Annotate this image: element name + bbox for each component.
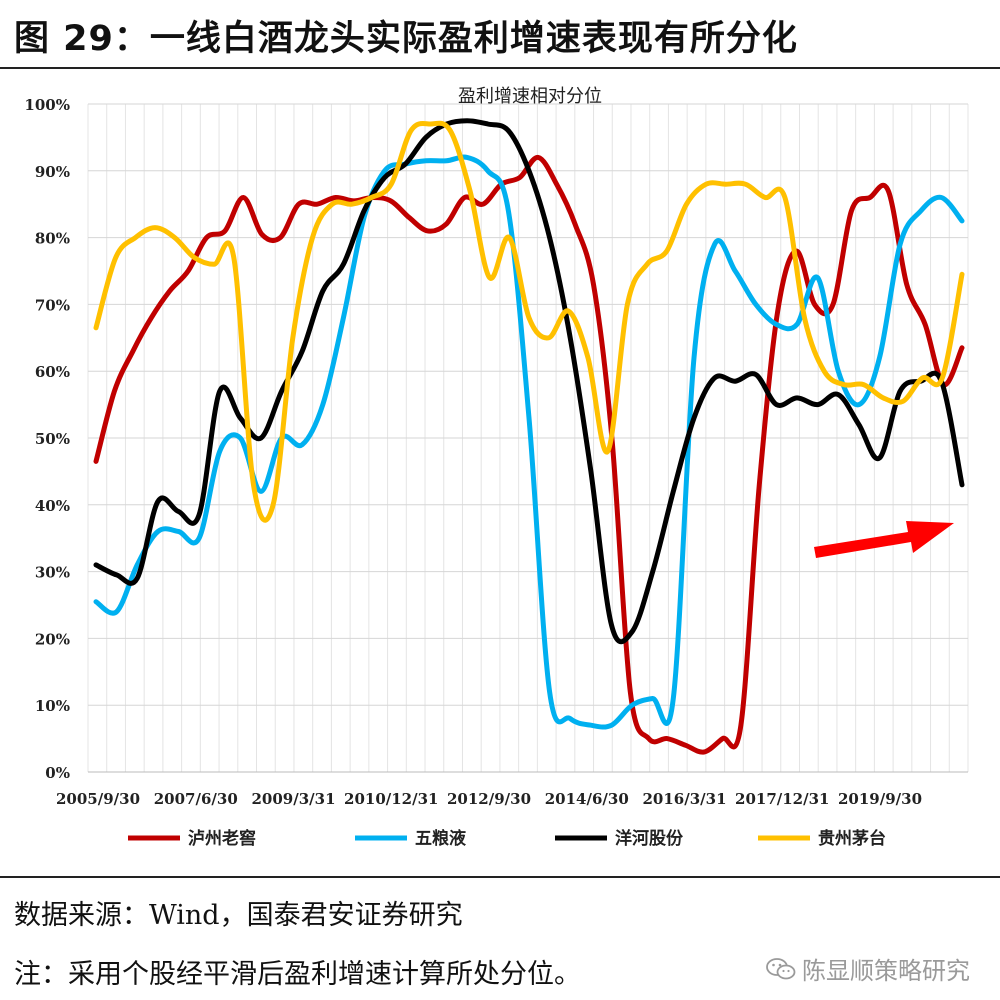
legend-label: 五粮液	[415, 828, 466, 849]
y-tick-label: 10%	[35, 697, 70, 715]
footer-rule	[0, 876, 1000, 878]
y-tick-label: 20%	[35, 630, 70, 648]
source-note: 数据来源：Wind，国泰君安证券研究	[14, 900, 463, 931]
y-tick-label: 100%	[24, 96, 70, 114]
x-tick-label: 2017/12/31	[735, 790, 829, 808]
figure-title: 图 29：一线白酒龙头实际盈利增速表现有所分化	[14, 19, 798, 59]
legend-label: 洋河股份	[615, 828, 684, 849]
x-tick-label: 2014/6/30	[545, 790, 629, 808]
y-tick-label: 70%	[35, 296, 70, 314]
chart-title: 盈利增速相对分位	[458, 86, 602, 107]
x-tick-label: 2009/3/31	[251, 790, 335, 808]
x-tick-label: 2010/12/31	[344, 790, 438, 808]
legend-label: 贵州茅台	[818, 828, 886, 849]
x-tick-label: 2005/9/30	[56, 790, 140, 808]
y-tick-label: 30%	[35, 564, 70, 582]
y-tick-label: 50%	[35, 430, 70, 448]
y-tick-label: 90%	[35, 163, 70, 181]
watermark: 陈显顺策略研究	[766, 951, 970, 986]
y-tick-label: 80%	[35, 230, 70, 248]
earnings-growth-percentile-chart: 0% 10% 20% 30% 40% 50% 60% 70% 80% 90% 100% 2005/9…	[0, 75, 1000, 875]
series-line-3	[93, 118, 965, 645]
y-tick-label: 60%	[35, 363, 70, 381]
y-tick-label: 0%	[45, 764, 70, 782]
x-tick-label: 2016/3/31	[642, 790, 726, 808]
x-tick-label: 2012/9/30	[447, 790, 531, 808]
title-rule	[0, 67, 1000, 69]
method-note: 注：采用个股经平滑后盈利增速计算所处分位。	[14, 959, 581, 990]
wechat-icon	[766, 957, 796, 979]
y-tick-label: 40%	[35, 497, 70, 515]
legend-label: 泸州老窖	[188, 828, 256, 849]
red-arrow-annotation	[814, 521, 954, 558]
series-line-1	[93, 154, 965, 755]
x-tick-label: 2007/6/30	[154, 790, 238, 808]
x-tick-label: 2019/9/30	[838, 790, 922, 808]
series-line-4	[93, 120, 965, 523]
watermark-text: 陈显顺策略研究	[802, 957, 970, 985]
